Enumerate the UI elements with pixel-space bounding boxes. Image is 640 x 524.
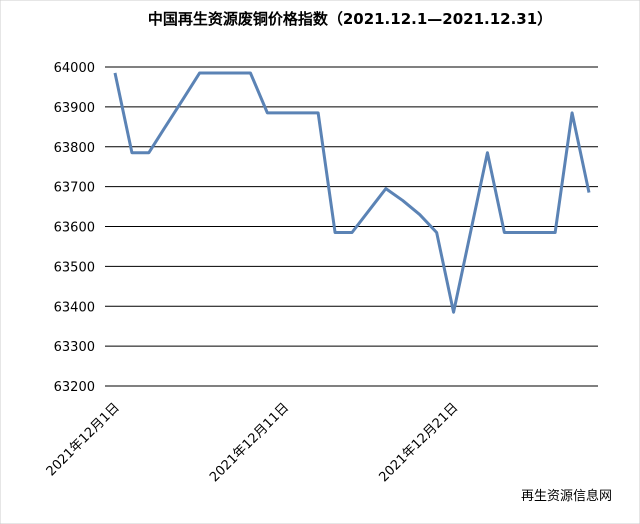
- y-tick-label: 63400: [54, 300, 95, 315]
- watermark: 再生资源信息网: [521, 488, 612, 504]
- y-tick-label: 64000: [54, 61, 95, 76]
- y-tick-label: 63900: [54, 101, 95, 116]
- data-line: [113, 71, 591, 314]
- y-tick-label: 63300: [54, 340, 95, 355]
- y-tick-label: 63800: [54, 141, 95, 156]
- y-tick-label: 63200: [54, 380, 95, 395]
- chart-title: 中国再生资源废铜价格指数（2021.12.1—2021.12.31）: [148, 10, 552, 28]
- y-tick-label: 63700: [54, 181, 95, 196]
- y-tick-label: 63600: [54, 221, 95, 236]
- y-tick-label: 63500: [54, 260, 95, 275]
